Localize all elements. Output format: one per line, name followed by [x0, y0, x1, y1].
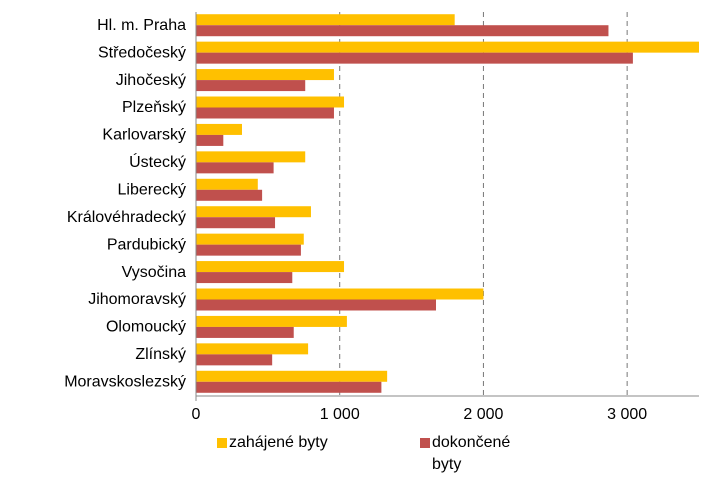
legend-swatch [217, 438, 227, 448]
x-tick-label: 0 [192, 406, 201, 423]
bar [196, 381, 382, 393]
bar [196, 123, 242, 135]
bar [196, 288, 484, 300]
legend-label: dokončené byty [432, 434, 511, 473]
bar [196, 272, 293, 284]
bar [196, 233, 304, 245]
y-tick-label: Olomoucký [106, 319, 186, 336]
bar [196, 244, 301, 256]
x-tick-label: 2 000 [463, 406, 503, 423]
bar [196, 354, 273, 366]
bar [196, 162, 274, 174]
bar [196, 326, 294, 338]
y-tick-label: Jihočeský [116, 72, 186, 89]
y-tick-label: Jihomoravský [88, 291, 186, 308]
y-tick-label: Hl. m. Praha [97, 17, 186, 34]
bar [196, 343, 309, 355]
bar [196, 315, 347, 327]
bar [196, 69, 334, 81]
x-tick-label: 3 000 [607, 406, 647, 423]
y-tick-label: Vysočina [122, 264, 186, 281]
bar [196, 80, 306, 92]
y-tick-label: Liberecký [118, 182, 186, 199]
bar [196, 134, 224, 146]
legend-item: dokončené byty [420, 432, 560, 476]
bar [196, 14, 455, 26]
y-tick-label: Pardubický [107, 236, 186, 253]
bar [196, 52, 633, 64]
y-tick-label: Královéhradecký [67, 209, 186, 226]
bar [196, 41, 699, 53]
x-tick-label: 1 000 [320, 406, 360, 423]
bar [196, 25, 609, 37]
bar [196, 107, 334, 119]
bar [196, 217, 276, 229]
bar [196, 206, 311, 218]
plot: 0 1 000 2 000 3 000 Hl. m. Praha Středočeský J… [64, 12, 699, 423]
bar [196, 151, 306, 163]
y-tick-label: Karlovarský [102, 127, 186, 144]
bar [196, 261, 345, 273]
bar [196, 299, 437, 311]
y-tick-label: Moravskoslezský [64, 374, 186, 391]
y-tick-label: Plzeňský [122, 99, 186, 116]
y-tick-label: Středočeský [98, 44, 186, 61]
bar [196, 96, 345, 108]
y-tick-label: Ústecký [129, 152, 186, 171]
legend-item: zahájené byty [217, 432, 407, 454]
bar [196, 189, 263, 201]
y-tick-label: Zlínský [135, 346, 186, 363]
bar [196, 178, 258, 190]
bar [196, 370, 388, 382]
legend-swatch [420, 438, 430, 448]
legend-label: zahájené byty [229, 434, 328, 451]
